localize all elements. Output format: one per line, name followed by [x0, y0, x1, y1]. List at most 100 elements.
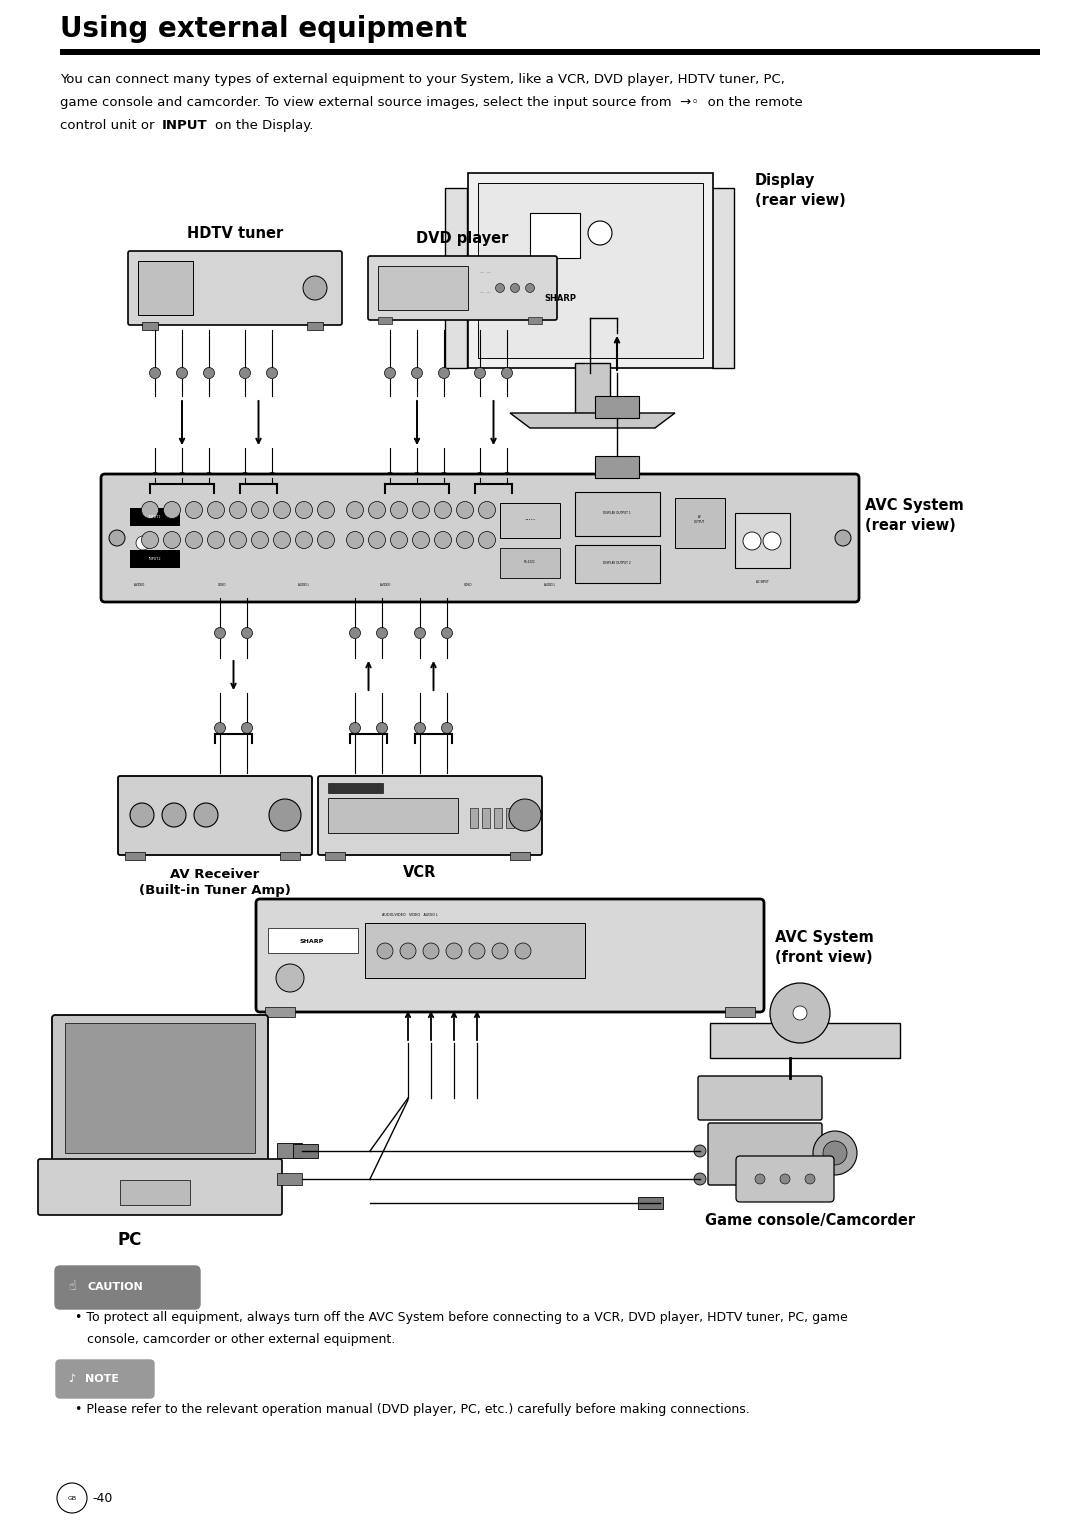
Circle shape: [273, 532, 291, 549]
Bar: [378, 266, 468, 310]
Text: INPUT: INPUT: [162, 119, 207, 131]
Circle shape: [478, 532, 496, 549]
FancyBboxPatch shape: [118, 776, 312, 856]
Circle shape: [149, 472, 161, 483]
Circle shape: [442, 628, 453, 639]
Circle shape: [501, 472, 513, 483]
Circle shape: [743, 532, 761, 550]
Bar: [500, 549, 561, 578]
Circle shape: [269, 799, 301, 831]
Bar: [328, 798, 458, 833]
Bar: [470, 808, 478, 828]
Circle shape: [415, 723, 426, 733]
Circle shape: [207, 532, 225, 549]
Circle shape: [442, 723, 453, 733]
Circle shape: [203, 368, 215, 379]
Circle shape: [501, 368, 513, 379]
Bar: [328, 782, 383, 793]
Circle shape: [350, 628, 361, 639]
Text: CAUTION: CAUTION: [87, 1282, 144, 1293]
Circle shape: [215, 628, 226, 639]
Text: Game console/Camcorder: Game console/Camcorder: [705, 1213, 915, 1229]
Text: AVC System
(rear view): AVC System (rear view): [865, 498, 963, 533]
Circle shape: [762, 532, 781, 550]
Text: INPUT1: INPUT1: [149, 515, 161, 520]
Circle shape: [240, 368, 251, 379]
Text: console, camcorder or other external equipment.: console, camcorder or other external equ…: [75, 1332, 395, 1346]
Polygon shape: [710, 1024, 900, 1057]
Circle shape: [207, 501, 225, 518]
Bar: [595, 455, 639, 478]
Text: on the Display.: on the Display.: [215, 119, 313, 131]
Bar: [478, 183, 703, 358]
Bar: [494, 808, 502, 828]
Circle shape: [176, 472, 188, 483]
Bar: [141, 322, 158, 330]
Bar: [530, 212, 580, 258]
Circle shape: [496, 284, 504, 292]
Text: ☝: ☝: [68, 1280, 76, 1294]
Text: VIDEO: VIDEO: [218, 584, 226, 587]
Circle shape: [130, 804, 154, 827]
Text: ♪: ♪: [68, 1374, 76, 1384]
Text: control unit or: control unit or: [60, 119, 163, 131]
Bar: [65, 1024, 255, 1154]
Circle shape: [415, 628, 426, 639]
Circle shape: [240, 472, 251, 483]
Text: SHARP: SHARP: [544, 293, 576, 303]
Bar: [60, 49, 1040, 55]
FancyBboxPatch shape: [698, 1076, 822, 1120]
Bar: [276, 1143, 302, 1158]
Circle shape: [835, 530, 851, 545]
Bar: [276, 1174, 302, 1186]
Circle shape: [215, 723, 226, 733]
Circle shape: [515, 943, 531, 960]
Text: DISPLAY OUTPUT 2: DISPLAY OUTPUT 2: [603, 561, 631, 565]
Circle shape: [163, 501, 180, 518]
Circle shape: [303, 277, 327, 299]
Circle shape: [176, 368, 188, 379]
Circle shape: [377, 943, 393, 960]
Circle shape: [350, 723, 361, 733]
Text: game console and camcorder. To view external source images, select the input sou: game console and camcorder. To view exte…: [60, 96, 802, 108]
Circle shape: [203, 472, 215, 483]
Text: SHARP: SHARP: [300, 938, 324, 943]
Circle shape: [163, 532, 180, 549]
Circle shape: [368, 501, 386, 518]
Bar: [712, 188, 734, 368]
Text: AUDIO/VIDEO   VIDEO   AUDIO L: AUDIO/VIDEO VIDEO AUDIO L: [382, 914, 438, 917]
Bar: [725, 1007, 755, 1018]
Circle shape: [384, 368, 395, 379]
Text: Using external equipment: Using external equipment: [60, 15, 467, 43]
Circle shape: [252, 532, 269, 549]
Text: —  —: — —: [480, 290, 490, 293]
Circle shape: [267, 472, 278, 483]
Circle shape: [252, 501, 269, 518]
Text: DISPLAY OUTPUT 1: DISPLAY OUTPUT 1: [603, 510, 631, 515]
Circle shape: [770, 983, 831, 1044]
Circle shape: [694, 1174, 706, 1186]
Circle shape: [823, 1141, 847, 1164]
Bar: [575, 364, 610, 413]
Circle shape: [229, 501, 246, 518]
Circle shape: [694, 1144, 706, 1157]
Circle shape: [377, 628, 388, 639]
Circle shape: [805, 1174, 815, 1184]
Circle shape: [194, 804, 218, 827]
Circle shape: [511, 284, 519, 292]
Bar: [528, 316, 542, 324]
Circle shape: [474, 368, 486, 379]
Bar: [378, 316, 392, 324]
Circle shape: [377, 723, 388, 733]
Circle shape: [109, 530, 125, 545]
FancyBboxPatch shape: [102, 474, 859, 602]
FancyBboxPatch shape: [52, 1015, 268, 1166]
Bar: [130, 507, 180, 526]
Text: AUDIO L: AUDIO L: [298, 584, 310, 587]
Text: • Please refer to the relevant operation manual (DVD player, PC, etc.) carefully: • Please refer to the relevant operation…: [75, 1403, 750, 1416]
Circle shape: [780, 1174, 789, 1184]
Circle shape: [242, 723, 253, 733]
Bar: [268, 927, 357, 953]
FancyBboxPatch shape: [56, 1360, 154, 1398]
Circle shape: [423, 943, 438, 960]
